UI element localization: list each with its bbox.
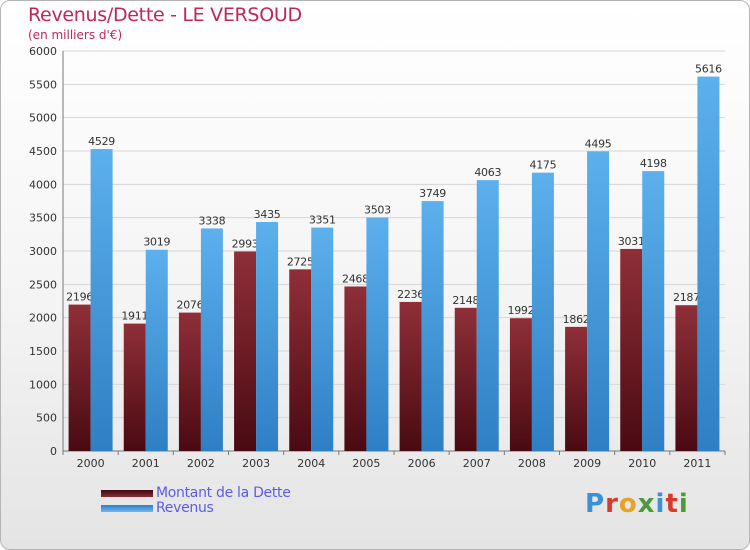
bar-revenus [366,217,389,451]
bar-dette [123,323,146,451]
bar-revenus [311,227,334,451]
bar-dette [565,326,588,451]
bar-revenus [531,172,554,451]
x-tick-label: 2004 [297,457,325,470]
data-label-revenus: 3503 [364,203,391,216]
data-label-revenus: 3749 [419,187,446,200]
data-label-revenus: 3338 [199,214,226,227]
data-label-revenus: 4063 [474,166,501,179]
bar-dette [344,286,367,451]
logo-letter: t [665,489,679,519]
y-tick-label: 1500 [29,345,57,358]
bar-dette [68,304,91,451]
y-tick-label: 3500 [29,212,57,225]
data-label-dette: 1862 [563,313,590,326]
bar-revenus [697,76,720,451]
data-label-dette: 1911 [121,310,148,323]
y-tick-label: 2000 [29,312,57,325]
x-tick-label: 2002 [187,457,215,470]
x-tick-label: 2008 [518,457,546,470]
legend-label-revenus: Revenus [156,500,214,516]
bar-revenus [90,149,113,452]
y-tick-label: 4000 [29,178,57,191]
bar-revenus [256,222,279,451]
x-tick-label: 2000 [77,457,105,470]
data-label-dette: 2236 [397,288,424,301]
bar-revenus [476,180,499,451]
data-label-revenus: 4175 [530,159,557,172]
proxiti-logo: Proxiti [585,489,689,519]
data-label-dette: 2076 [177,299,204,312]
x-tick-label: 2011 [683,457,711,470]
bar-revenus [200,228,223,451]
bar-dette [234,251,257,451]
data-label-dette: 3031 [618,235,645,248]
legend-label-dette: Montant de la Dette [156,485,291,501]
bar-revenus [421,201,444,451]
bar-dette [620,248,643,451]
x-tick-label: 2007 [463,457,491,470]
data-label-dette: 2148 [452,294,479,307]
data-label-revenus: 4198 [640,157,667,170]
data-label-dette: 2196 [66,291,93,304]
bar-revenus [587,151,610,452]
legend-swatch-revenus [101,505,153,512]
y-tick-label: 3000 [29,245,57,258]
bar-dette [178,312,201,451]
data-label-dette: 1992 [508,304,535,317]
bar-dette [675,305,698,451]
legend-swatch-dette [101,490,153,497]
bar-dette [454,307,477,451]
logo-letter: x [637,489,656,519]
x-tick-label: 2003 [242,457,270,470]
chart-subtitle: (en milliers d'€) [28,28,123,42]
data-label-dette: 2468 [342,272,369,285]
bar-revenus [642,171,665,451]
bar-dette [509,318,532,451]
data-label-revenus: 5616 [695,63,722,76]
logo-letter: i [655,489,666,519]
y-tick-label: 0 [50,445,57,458]
y-tick-label: 1000 [29,378,57,391]
chart-title: Revenus/Dette - LE VERSOUD [28,4,302,26]
logo-letter: r [605,489,619,519]
x-tick-label: 2006 [408,457,436,470]
y-tick-label: 4500 [29,145,57,158]
data-label-dette: 2725 [287,255,314,268]
x-tick-label: 2001 [132,457,160,470]
y-tick-label: 500 [36,412,57,425]
data-label-dette: 2187 [673,291,700,304]
bar-revenus [145,249,168,451]
x-tick-label: 2005 [352,457,380,470]
data-label-revenus: 4529 [88,135,115,148]
y-tick-label: 2500 [29,278,57,291]
y-tick-label: 5000 [29,112,57,125]
data-label-revenus: 3019 [143,236,170,249]
bar-dette [399,301,422,451]
x-tick-label: 2009 [573,457,601,470]
bar-dette [289,269,312,451]
x-tick-label: 2010 [628,457,656,470]
y-tick-label: 6000 [29,45,57,58]
logo-letter: P [585,489,606,519]
data-label-revenus: 3351 [309,214,336,227]
y-tick-label: 5500 [29,78,57,91]
data-label-revenus: 3435 [254,208,281,221]
data-label-dette: 2993 [232,237,259,250]
logo-letter: i [678,489,689,519]
data-label-revenus: 4495 [585,137,612,150]
logo-letter: o [618,489,638,519]
